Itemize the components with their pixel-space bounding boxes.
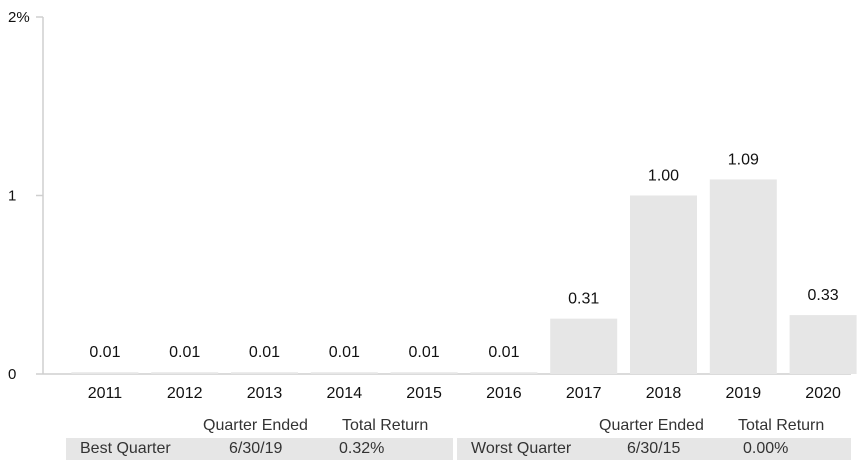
x-tick-label: 2020 bbox=[805, 385, 841, 402]
x-tick-label: 2018 bbox=[646, 385, 682, 402]
best-quarter-date: 6/30/19 bbox=[229, 440, 283, 457]
x-tick-label: 2014 bbox=[327, 385, 363, 402]
annual-returns-bar-chart: 0 1 2% 0.01 2011 0.01 2012 0.01 2013 0.01 2014 0.01… bbox=[8, 9, 857, 402]
bar bbox=[151, 372, 219, 374]
bar bbox=[789, 315, 857, 374]
worst-quarter-ended-header: Quarter Ended bbox=[599, 417, 704, 434]
best-quarter-row: Best Quarter 6/30/19 0.32% bbox=[66, 438, 453, 460]
bar bbox=[470, 372, 538, 374]
x-tick-label: 2012 bbox=[167, 385, 203, 402]
bar bbox=[390, 372, 458, 374]
bar bbox=[71, 372, 139, 374]
data-label: 0.01 bbox=[329, 344, 360, 361]
best-total-return-header: Total Return bbox=[342, 417, 429, 434]
data-label: 0.01 bbox=[169, 344, 200, 361]
x-tick-label: 2016 bbox=[486, 385, 522, 402]
y-tick-label: 0 bbox=[8, 366, 16, 383]
data-label: 0.01 bbox=[488, 344, 519, 361]
x-tick-label: 2015 bbox=[406, 385, 442, 402]
data-label: 0.01 bbox=[89, 344, 120, 361]
bar bbox=[709, 179, 777, 374]
worst-quarter-date: 6/30/15 bbox=[627, 440, 681, 457]
y-tick-label: 1 bbox=[8, 188, 16, 205]
data-label: 0.33 bbox=[808, 287, 839, 304]
best-quarter-label: Best Quarter bbox=[80, 440, 171, 457]
bar bbox=[231, 372, 298, 374]
data-label: 1.00 bbox=[648, 168, 679, 185]
worst-quarter-row: Worst Quarter 6/30/15 0.00% bbox=[457, 438, 851, 460]
bar bbox=[310, 372, 378, 374]
x-tick-label: 2017 bbox=[566, 385, 602, 402]
x-tick-label: 2011 bbox=[88, 385, 123, 402]
x-tick-label: 2013 bbox=[247, 385, 283, 402]
bar bbox=[550, 318, 618, 374]
y-tick-label: 2% bbox=[8, 9, 30, 26]
data-label: 1.09 bbox=[728, 151, 759, 168]
worst-total-return-header: Total Return bbox=[738, 417, 825, 434]
best-quarter-ended-header: Quarter Ended bbox=[203, 417, 308, 434]
data-label: 0.31 bbox=[568, 291, 599, 308]
worst-quarter-return: 0.00% bbox=[743, 440, 789, 457]
data-label: 0.01 bbox=[249, 344, 280, 361]
worst-quarter-label: Worst Quarter bbox=[471, 440, 572, 457]
data-label: 0.01 bbox=[409, 344, 440, 361]
best-quarter-return: 0.32% bbox=[339, 440, 385, 457]
x-tick-label: 2019 bbox=[726, 385, 762, 402]
bar bbox=[630, 195, 697, 374]
